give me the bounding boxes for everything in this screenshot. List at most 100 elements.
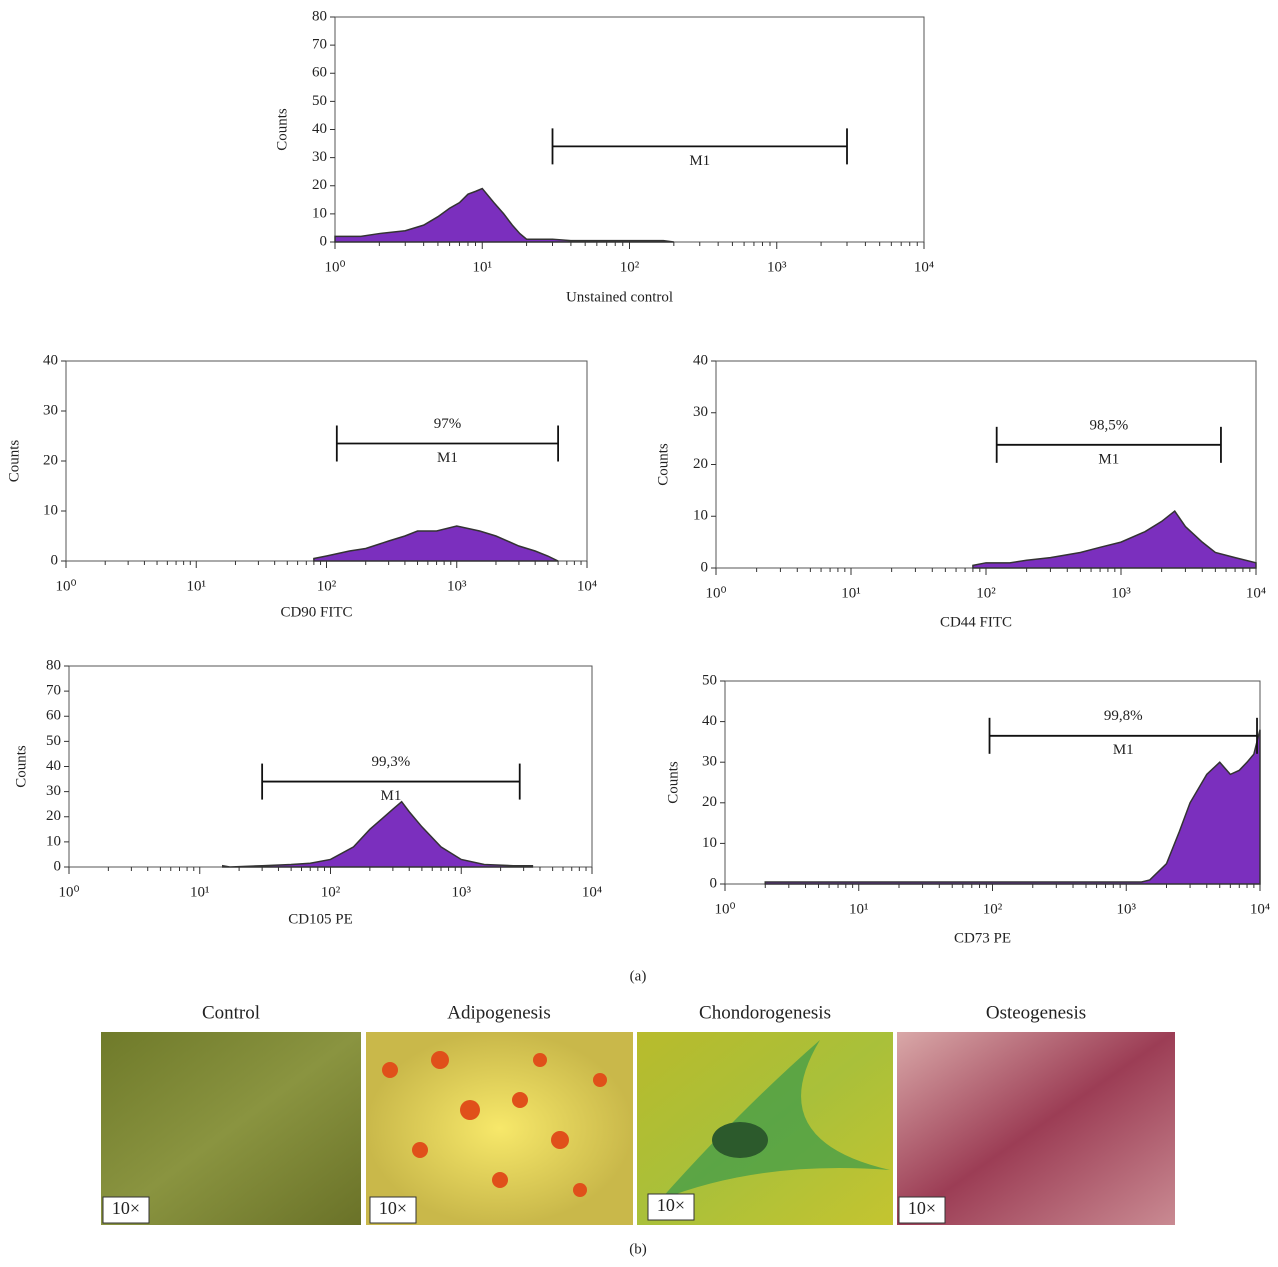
y-tick-label: 10 (702, 835, 717, 851)
histogram-area (222, 800, 534, 868)
control-image (101, 1032, 361, 1225)
histogram-area (764, 729, 1261, 885)
nodule (712, 1122, 768, 1158)
magnification-box (102, 1196, 150, 1224)
y-tick-label: 20 (43, 452, 58, 468)
x-tick-label: 10² (976, 585, 996, 601)
x-tick-label: 10² (321, 884, 341, 900)
x-tick-label: 10¹ (473, 259, 493, 275)
y-tick-label: 70 (312, 37, 327, 53)
y-axis-label: Counts (274, 108, 290, 151)
gate-name: M1 (1098, 451, 1119, 467)
y-tick-label: 10 (43, 502, 58, 518)
y-tick-label: 40 (312, 121, 327, 137)
magnification: 10× (112, 1198, 140, 1218)
image-title: Osteogenesis (986, 1002, 1086, 1023)
x-tick-label: 10¹ (187, 578, 207, 594)
y-tick-label: 40 (693, 352, 708, 368)
plot-frame (334, 16, 925, 243)
x-tick-label: 10² (620, 259, 640, 275)
plot-frame (68, 665, 593, 868)
histogram-area (334, 187, 674, 243)
x-tick-label: 10⁰ (705, 585, 726, 601)
x-tick-label: 10⁰ (58, 884, 79, 900)
y-tick-label: 0 (701, 559, 709, 575)
gate-label: 99,3% (372, 754, 411, 770)
y-tick-label: 80 (312, 8, 327, 24)
magnification: 10× (379, 1198, 407, 1218)
x-axis-label: CD90 FITC (280, 604, 352, 620)
micrographs (101, 1032, 1175, 1225)
y-tick-label: 10 (312, 205, 327, 221)
stained-tissue (660, 1040, 890, 1200)
y-axis-label: Counts (6, 440, 22, 483)
magnification: 10× (657, 1195, 685, 1215)
y-tick-label: 0 (320, 233, 328, 249)
gate-label: 97% (434, 416, 462, 432)
x-axis-label: CD44 FITC (940, 614, 1012, 630)
gate-name: M1 (689, 153, 710, 169)
x-tick-label: 10¹ (190, 884, 210, 900)
x-axis-label: Unstained control (566, 289, 673, 305)
y-tick-label: 60 (312, 65, 327, 81)
y-tick-label: 10 (46, 833, 61, 849)
image-title: Chondorogenesis (699, 1002, 831, 1023)
gate-name: M1 (1113, 742, 1134, 758)
magnification: 10× (908, 1198, 936, 1218)
y-axis-label: Counts (665, 761, 681, 804)
image-title: Control (202, 1002, 260, 1023)
x-tick-label: 10³ (767, 259, 787, 275)
gate-name: M1 (437, 450, 458, 466)
x-tick-label: 10⁴ (582, 884, 602, 900)
x-tick-label: 10⁰ (324, 259, 345, 275)
y-tick-label: 40 (46, 758, 61, 774)
y-tick-label: 50 (46, 733, 61, 749)
magnification-box (898, 1196, 946, 1224)
y-tick-label: 30 (693, 404, 708, 420)
x-tick-label: 10² (983, 901, 1003, 917)
y-tick-label: 70 (46, 683, 61, 699)
y-tick-label: 40 (43, 352, 58, 368)
x-tick-label: 10⁰ (55, 578, 76, 594)
y-tick-label: 30 (46, 783, 61, 799)
lipid-droplets (382, 1051, 607, 1197)
y-tick-label: 60 (46, 708, 61, 724)
gate-label: 99,8% (1104, 708, 1143, 724)
x-tick-label: 10³ (452, 884, 472, 900)
y-tick-label: 0 (54, 858, 62, 874)
x-tick-label: 10⁴ (1246, 585, 1266, 601)
y-tick-label: 20 (46, 808, 61, 824)
x-tick-label: 10² (317, 578, 337, 594)
x-tick-label: 10³ (1111, 585, 1131, 601)
x-axis-label: CD73 PE (954, 930, 1011, 946)
x-tick-label: 10¹ (849, 901, 869, 917)
x-tick-label: 10³ (447, 578, 467, 594)
x-tick-label: 10⁴ (1250, 901, 1270, 917)
y-tick-label: 20 (702, 794, 717, 810)
magnification-box (647, 1193, 695, 1221)
y-tick-label: 10 (693, 508, 708, 524)
y-tick-label: 0 (710, 875, 718, 891)
y-tick-label: 30 (312, 149, 327, 165)
y-tick-label: 40 (702, 713, 717, 729)
x-tick-label: 10⁴ (914, 259, 934, 275)
panel-label: (b) (629, 1241, 647, 1257)
y-tick-label: 20 (312, 177, 327, 193)
y-axis-label: Counts (655, 443, 671, 486)
x-axis-label: CD105 PE (288, 911, 353, 927)
y-tick-label: 50 (702, 672, 717, 688)
y-tick-label: 20 (693, 456, 708, 472)
panel-label: (a) (630, 968, 647, 984)
y-tick-label: 30 (702, 754, 717, 770)
gate-label: 98,5% (1089, 417, 1128, 433)
x-tick-label: 10³ (1117, 901, 1137, 917)
histogram-area (972, 509, 1257, 569)
x-tick-label: 10⁴ (577, 578, 597, 594)
x-tick-label: 10⁰ (714, 901, 735, 917)
gate-name: M1 (381, 788, 402, 804)
y-tick-label: 50 (312, 93, 327, 109)
image-title: Adipogenesis (447, 1002, 550, 1023)
y-tick-label: 0 (51, 552, 59, 568)
adipogenesis-image (366, 1032, 633, 1225)
